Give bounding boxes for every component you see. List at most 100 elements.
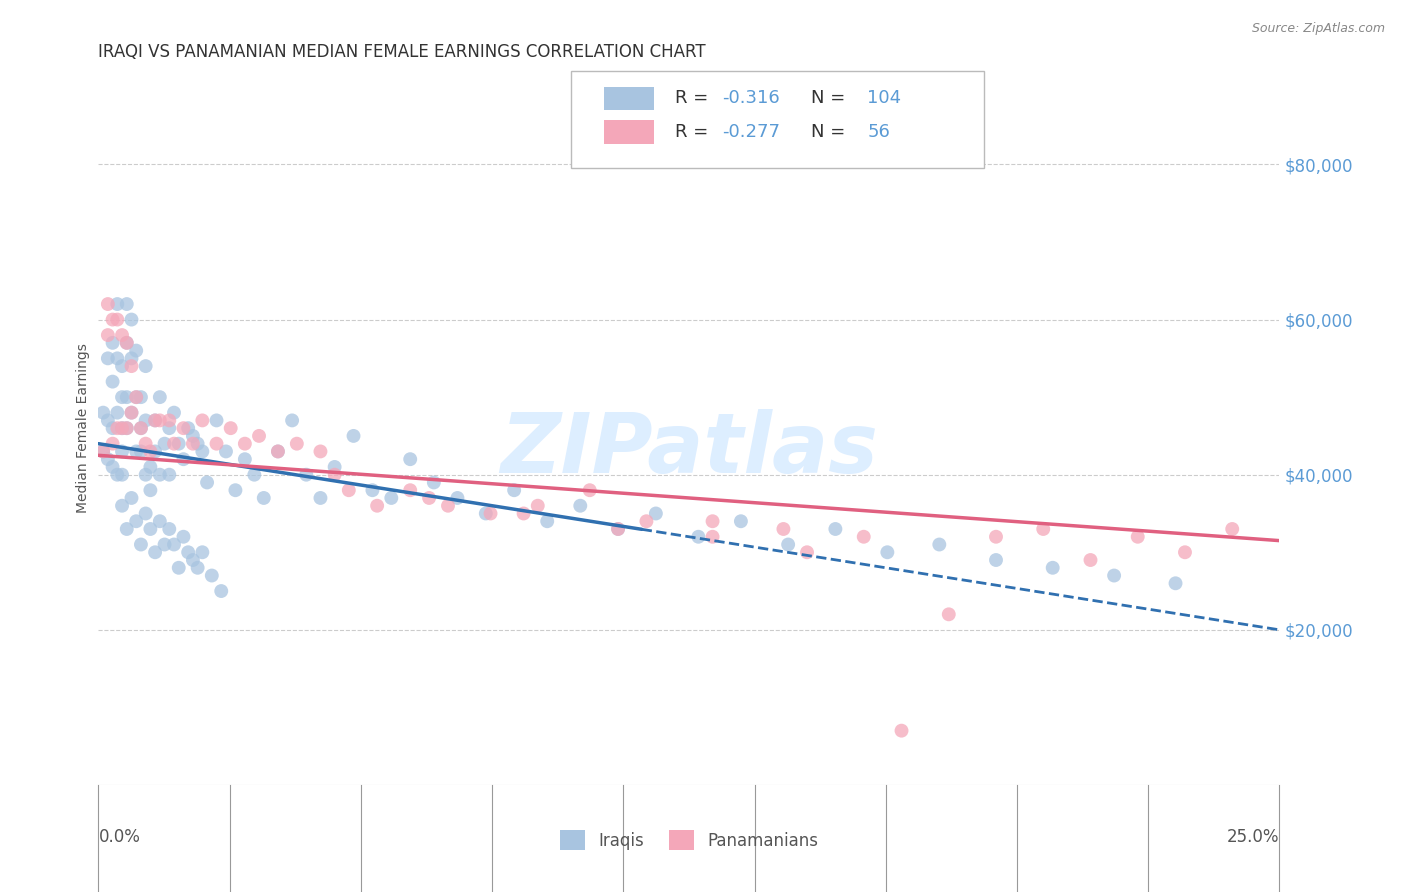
Point — [191, 444, 214, 458]
Point — [1220, 522, 1243, 536]
Point — [91, 444, 114, 458]
Point — [97, 452, 120, 467]
Point — [111, 444, 134, 458]
Text: 56: 56 — [868, 123, 890, 141]
Point — [876, 545, 898, 559]
Point — [243, 467, 266, 482]
Point — [115, 421, 138, 435]
Point — [121, 351, 143, 366]
Text: IRAQI VS PANAMANIAN MEDIAN FEMALE EARNINGS CORRELATION CHART: IRAQI VS PANAMANIAN MEDIAN FEMALE EARNIN… — [98, 44, 706, 62]
Point — [778, 537, 800, 551]
Point — [281, 413, 304, 427]
Point — [702, 514, 724, 528]
Point — [536, 514, 558, 528]
Point — [129, 390, 152, 404]
Point — [1164, 576, 1187, 591]
Point — [157, 413, 180, 427]
Point — [97, 351, 120, 366]
Point — [201, 568, 224, 582]
Text: N =: N = — [811, 123, 851, 141]
Point — [267, 444, 290, 458]
Point — [101, 335, 124, 350]
Point — [97, 413, 120, 427]
Point — [149, 467, 172, 482]
Point — [111, 421, 134, 435]
Point — [125, 390, 148, 404]
Point — [101, 375, 124, 389]
Text: ZIPatlas: ZIPatlas — [501, 409, 877, 490]
Point — [125, 390, 148, 404]
Point — [772, 522, 794, 536]
Text: R =: R = — [675, 89, 714, 107]
Point — [135, 436, 157, 450]
Point — [796, 545, 818, 559]
Point — [191, 545, 214, 559]
Point — [569, 499, 592, 513]
Point — [295, 467, 318, 482]
Point — [181, 553, 204, 567]
Point — [125, 514, 148, 528]
Point — [323, 459, 346, 474]
Point — [101, 421, 124, 435]
Point — [153, 436, 176, 450]
Point — [526, 499, 548, 513]
Point — [143, 413, 166, 427]
Point — [195, 475, 218, 490]
Point — [205, 413, 228, 427]
Point — [129, 421, 152, 435]
Text: -0.316: -0.316 — [723, 89, 780, 107]
Point — [91, 406, 114, 420]
Point — [181, 436, 204, 450]
Point — [323, 467, 346, 482]
Point — [1080, 553, 1102, 567]
Point — [512, 507, 534, 521]
Point — [105, 297, 128, 311]
Point — [139, 459, 162, 474]
Point — [380, 491, 402, 505]
Point — [121, 406, 143, 420]
Text: -0.277: -0.277 — [723, 123, 780, 141]
Point — [730, 514, 752, 528]
Point — [167, 436, 190, 450]
Point — [399, 483, 422, 498]
Point — [215, 444, 238, 458]
Point — [105, 421, 128, 435]
Point — [115, 421, 138, 435]
Point — [135, 359, 157, 373]
Point — [135, 507, 157, 521]
Point — [139, 444, 162, 458]
Point — [143, 545, 166, 559]
Point — [135, 413, 157, 427]
Point — [191, 413, 214, 427]
Point — [928, 537, 950, 551]
Point — [361, 483, 384, 498]
Point — [121, 406, 143, 420]
Point — [121, 491, 143, 505]
Point — [139, 522, 162, 536]
Point — [1174, 545, 1197, 559]
Point — [149, 413, 172, 427]
Point — [101, 436, 124, 450]
Text: N =: N = — [811, 89, 851, 107]
Point — [97, 328, 120, 343]
Text: 0.0%: 0.0% — [98, 828, 141, 846]
Point — [1102, 568, 1125, 582]
Point — [153, 537, 176, 551]
Point — [115, 335, 138, 350]
Point — [209, 584, 232, 599]
FancyBboxPatch shape — [605, 120, 654, 144]
Point — [125, 444, 148, 458]
Point — [101, 312, 124, 326]
Point — [177, 421, 200, 435]
Point — [105, 312, 128, 326]
Point — [121, 312, 143, 326]
Point — [157, 421, 180, 435]
Point — [607, 522, 630, 536]
Point — [890, 723, 912, 738]
Point — [1032, 522, 1054, 536]
Point — [475, 507, 498, 521]
Point — [129, 537, 152, 551]
FancyBboxPatch shape — [571, 71, 984, 168]
Point — [163, 537, 186, 551]
Point — [163, 436, 186, 450]
